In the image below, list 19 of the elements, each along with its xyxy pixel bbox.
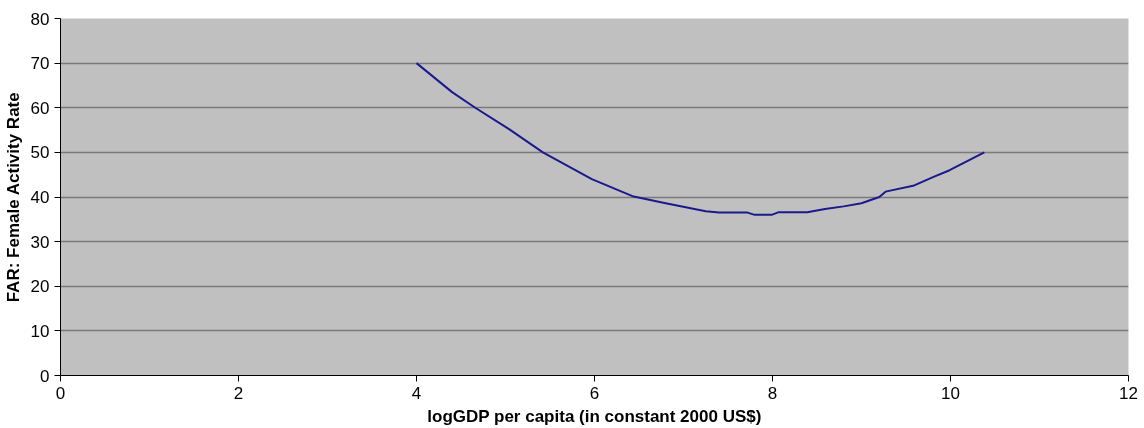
y-tick-label: 60 xyxy=(30,98,50,118)
y-tick-label: 70 xyxy=(30,54,50,74)
y-tick-label: 50 xyxy=(30,143,50,163)
line-series xyxy=(415,62,986,216)
y-tick-label: 30 xyxy=(30,232,50,252)
x-tick-label: 2 xyxy=(233,383,244,403)
y-tick-label: 40 xyxy=(30,188,50,207)
y-tick-label: 80 xyxy=(30,9,50,29)
x-tick-label: 0 xyxy=(55,383,66,403)
x-tick-label: 8 xyxy=(767,383,778,403)
y-tick-label: 0 xyxy=(40,366,50,386)
x-tick-label: 6 xyxy=(589,383,600,403)
y-axis-title: FAR: Female Activity Rate xyxy=(3,92,23,303)
y-tick-label: 10 xyxy=(30,321,50,341)
x-tick-label: 4 xyxy=(411,383,422,403)
x-tick-label: 12 xyxy=(1119,383,1138,403)
y-tick-label: 20 xyxy=(30,277,50,297)
x-tick-label: 10 xyxy=(941,383,960,403)
x-axis-title: logGDP per capita (in constant 2000 US$) xyxy=(427,406,762,426)
